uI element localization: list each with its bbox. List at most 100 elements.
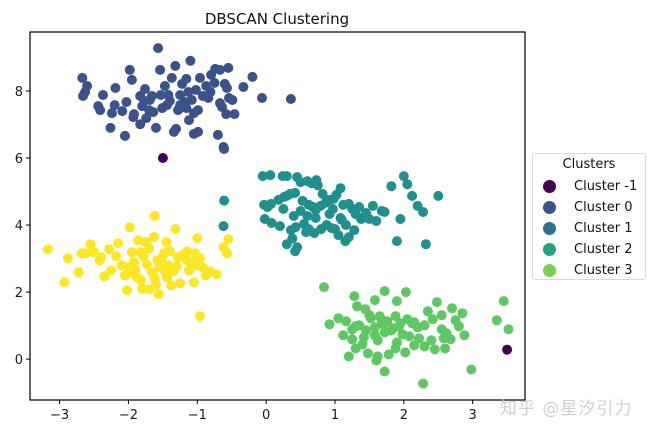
- data-point: [223, 62, 234, 73]
- x-axis: −3 −2 −1 0 1 2 3: [50, 400, 477, 423]
- data-point: [357, 339, 368, 350]
- data-point: [386, 325, 397, 336]
- data-point: [265, 170, 276, 181]
- data-point: [429, 344, 440, 355]
- data-point: [110, 83, 121, 93]
- data-point: [400, 347, 411, 358]
- x-tick-label: 1: [331, 408, 339, 423]
- data-point: [382, 316, 393, 327]
- data-point: [186, 95, 197, 105]
- data-point: [185, 55, 196, 66]
- data-point: [221, 83, 232, 93]
- legend-marker-icon: [543, 242, 556, 256]
- data-point: [157, 153, 168, 163]
- data-point: [144, 284, 155, 295]
- data-point: [203, 93, 214, 103]
- data-point: [238, 82, 249, 92]
- data-point: [124, 222, 135, 233]
- data-point: [372, 335, 383, 346]
- data-point: [195, 311, 205, 322]
- data-point: [383, 349, 394, 360]
- data-point: [89, 247, 99, 258]
- data-point: [491, 315, 502, 326]
- data-point: [445, 334, 456, 345]
- data-point: [503, 324, 514, 335]
- data-point: [361, 208, 371, 218]
- data-point: [453, 321, 464, 332]
- x-tick-label: 2: [400, 408, 408, 423]
- data-point: [400, 287, 411, 298]
- data-point: [175, 278, 186, 289]
- x-tick-label: −2: [119, 408, 138, 423]
- data-point: [419, 320, 430, 331]
- data-point: [343, 351, 354, 362]
- data-point: [209, 77, 220, 88]
- data-point: [170, 60, 181, 71]
- data-point: [374, 311, 385, 322]
- data-point: [122, 285, 133, 296]
- data-point: [386, 181, 397, 192]
- data-point: [404, 331, 415, 342]
- data-point: [379, 286, 390, 297]
- data-point: [436, 310, 447, 321]
- y-tick-label: 2: [15, 286, 23, 301]
- data-point: [285, 94, 296, 104]
- data-point: [193, 126, 203, 137]
- data-point: [80, 87, 91, 97]
- data-point: [433, 190, 444, 201]
- data-point: [391, 236, 402, 247]
- data-point: [330, 224, 340, 235]
- data-point: [211, 269, 222, 280]
- data-point: [327, 204, 338, 214]
- data-point: [341, 316, 351, 327]
- legend-marker-icon: [543, 179, 556, 193]
- data-point: [124, 64, 135, 75]
- legend-item-cluster-1: Cluster 1: [543, 218, 633, 238]
- data-point: [349, 291, 360, 302]
- data-point: [376, 206, 387, 216]
- data-point: [135, 119, 146, 130]
- data-point: [155, 90, 166, 100]
- data-point: [168, 126, 179, 137]
- data-point: [257, 171, 268, 182]
- data-point: [104, 244, 115, 255]
- data-point: [77, 72, 88, 83]
- data-point: [121, 97, 132, 107]
- data-point: [153, 289, 164, 300]
- data-point: [418, 378, 429, 389]
- legend-title: Clusters: [562, 157, 616, 172]
- data-point: [394, 321, 404, 332]
- y-axis: 0 2 4 6 8: [15, 85, 30, 368]
- data-point: [120, 270, 130, 281]
- data-point: [149, 211, 160, 221]
- points-layer: [42, 43, 514, 389]
- legend-label: Cluster 2: [574, 241, 633, 257]
- data-point: [312, 180, 323, 191]
- legend-item-cluster-0: Cluster 0: [543, 197, 633, 217]
- plot-frame: [29, 31, 526, 401]
- y-tick-label: 0: [15, 353, 23, 368]
- legend-label: Cluster 1: [574, 220, 633, 236]
- data-point: [117, 106, 128, 117]
- legend-item-cluster-2: Cluster 2: [543, 239, 633, 259]
- data-point: [287, 233, 298, 244]
- data-point: [266, 218, 277, 228]
- data-point: [422, 306, 433, 317]
- data-point: [183, 87, 194, 97]
- data-point: [338, 330, 349, 341]
- data-point: [140, 237, 151, 248]
- data-point: [149, 273, 160, 284]
- data-point: [409, 340, 420, 351]
- data-point: [171, 261, 182, 272]
- data-point: [398, 171, 409, 182]
- data-point: [301, 227, 312, 238]
- legend-marker-icon: [543, 200, 556, 214]
- data-point: [390, 311, 401, 322]
- legend-label: Cluster 0: [574, 199, 633, 215]
- data-point: [459, 330, 470, 341]
- data-point: [126, 74, 137, 85]
- data-point: [153, 43, 164, 54]
- data-point: [343, 232, 354, 243]
- data-point: [420, 239, 431, 250]
